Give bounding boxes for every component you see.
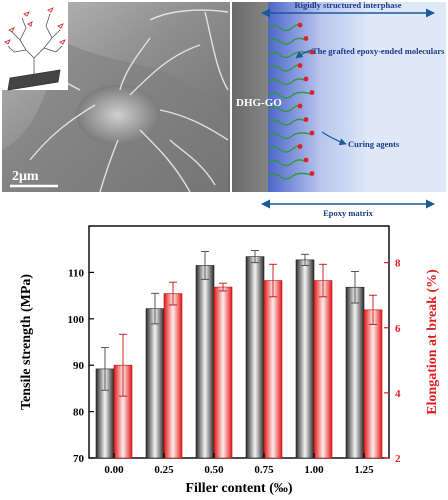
grafted-chain (267, 118, 305, 126)
branched-molecule-icon (4, 7, 66, 91)
grafted-chains (267, 22, 315, 180)
grafted-chain (267, 145, 299, 153)
bar-tensile-0.50 (195, 265, 215, 459)
curing-agent-dot (297, 63, 303, 68)
y-left-tick-label: 80 (73, 407, 85, 419)
y-left-tick-label: 70 (73, 453, 85, 465)
bar-tensile-1.00 (295, 259, 315, 459)
x-tick-label: 0.50 (204, 464, 224, 476)
bar-elongation-1.25 (363, 309, 383, 459)
curing-agent-dot (309, 90, 315, 95)
error-bar-tensile-1.25 (351, 271, 359, 304)
right-axis-ticks: 2 4 6 8 (384, 258, 401, 465)
y-right-tick-label: 6 (395, 323, 401, 335)
y-right-tick-label: 8 (395, 258, 401, 270)
plot-frame (88, 225, 390, 459)
material-label: DHG-GO (236, 97, 282, 109)
x-tick-label: 0.25 (154, 464, 174, 476)
bar-tensile-1.25 (345, 286, 365, 459)
sem-image: 2μm (2, 2, 230, 193)
error-bar-elongation-1.25 (369, 294, 377, 325)
curing-agent-dot (303, 157, 309, 163)
error-bar-elongation-0.25 (169, 281, 177, 306)
error-bars (101, 250, 377, 397)
grafted-chain (267, 159, 305, 167)
bar-chart: 70 80 90 100 110 2 4 6 8 0.00 0.25 0.50 0.75 1.00 1.… (19, 225, 440, 496)
x-tick-label: 1.00 (304, 464, 324, 476)
grafted-chain (267, 24, 299, 32)
error-bar-tensile-0.50 (201, 251, 209, 280)
grafted-chain (267, 105, 299, 113)
bar-elongation-0.25 (163, 293, 183, 459)
x-tick-label: 1.25 (354, 464, 374, 476)
curing-agents-label: Curing agents (348, 139, 400, 149)
curing-agent-dot (309, 171, 315, 176)
grafted-molecules-label: The grafted epoxy-ended moleculars (312, 46, 445, 56)
grafted-chain (267, 172, 311, 180)
grafted-pointer-arrow (295, 49, 313, 59)
y-right-tick-label: 4 (395, 388, 401, 400)
error-bar-elongation-0.50 (219, 282, 227, 292)
curing-agent-dot (303, 36, 309, 41)
scale-bar-label: 2μm (12, 169, 39, 184)
bar-tensile-0.75 (245, 256, 265, 459)
y-left-tick-label: 90 (73, 360, 85, 372)
grafted-chain (267, 37, 305, 45)
bar-elongation-0.50 (213, 286, 233, 459)
x-axis-label: Filler content (‰) (185, 481, 292, 496)
error-bar-tensile-0.25 (151, 292, 159, 325)
grafted-chain (267, 78, 305, 86)
scale-bar: 2μm (10, 169, 58, 188)
grafted-chain (267, 132, 311, 140)
y-left-tick-label: 100 (68, 314, 85, 326)
bar-elongation-0.75 (263, 280, 283, 459)
error-bar-elongation-0.00 (119, 333, 127, 397)
interphase-label: Rigidly structured interphase (294, 0, 401, 10)
curing-agent-dot (297, 22, 303, 28)
y-left-tick-label: 110 (68, 267, 84, 279)
x-axis-ticks: 0.00 0.25 0.50 0.75 1.00 1.25 (104, 453, 374, 476)
curing-agent-dot (303, 76, 309, 82)
y-right-axis-label: Elongation at break (%) (425, 269, 440, 415)
y-right-tick-label: 2 (395, 453, 401, 465)
bar-elongation-1.00 (313, 280, 333, 459)
interphase-schematic: DHG-GO Rigidly structured interphase The… (232, 0, 446, 218)
error-bar-tensile-0.00 (101, 347, 109, 391)
curing-agent-dot (303, 117, 309, 122)
error-bar-elongation-1.00 (319, 263, 327, 298)
bar-tensile-0.25 (145, 308, 165, 459)
left-axis-ticks: 70 80 90 100 110 (68, 267, 94, 465)
graphene-oxide-sheet (232, 2, 268, 192)
matrix-label: Epoxy matrix (323, 208, 374, 218)
grafted-chain (267, 91, 311, 99)
curing-agent-dot (297, 103, 303, 109)
curing-pointer-arrow (321, 131, 347, 146)
grafted-chain (267, 64, 299, 72)
curing-agent-dot (297, 144, 303, 149)
curing-agent-dot (309, 130, 315, 136)
error-bar-elongation-0.75 (269, 263, 277, 298)
error-bar-tensile-1.00 (301, 253, 309, 266)
bars (95, 256, 383, 459)
x-tick-label: 0.00 (104, 464, 124, 476)
x-tick-label: 0.75 (254, 464, 274, 476)
error-bar-tensile-0.75 (251, 250, 259, 264)
y-left-axis-label: Tensile strength (MPa) (19, 274, 34, 410)
